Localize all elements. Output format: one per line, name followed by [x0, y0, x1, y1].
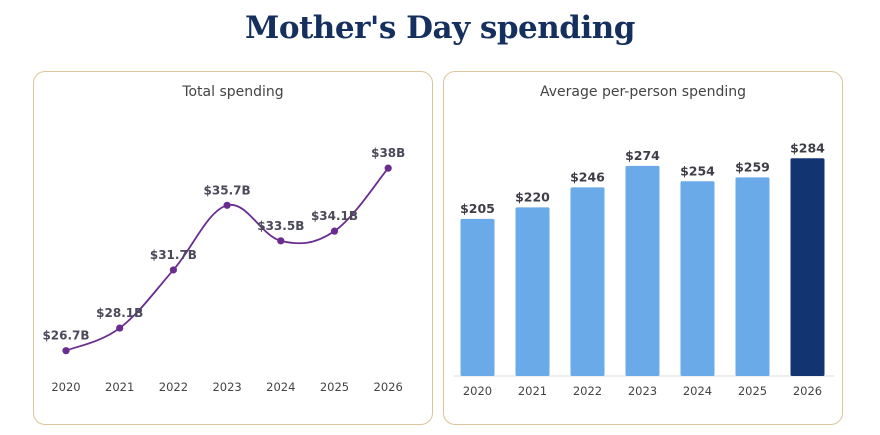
data-label-2022: $31.7B	[150, 248, 197, 262]
bar-label-2020: $205	[460, 201, 495, 216]
data-label-2026: $38B	[371, 146, 405, 160]
per-person-title: Average per-person spending	[540, 84, 746, 100]
x-tick-2023: 2023	[628, 384, 657, 398]
bar-label-2026: $284	[790, 140, 825, 155]
total-spending-panel: Total spending $26.7B 2020 $28.1B 2021 $31.7…	[33, 71, 433, 425]
bar-label-2023: $274	[625, 148, 660, 163]
x-tick-2025: 2025	[320, 380, 349, 394]
bar-2024	[680, 181, 715, 376]
total-spending-line-chart: $26.7B 2020 $28.1B 2021 $31.7B 2022 $35.7B 2023…	[42, 146, 405, 394]
x-tick-2023: 2023	[212, 380, 241, 394]
data-label-2020: $26.7B	[42, 329, 89, 343]
data-point-2025	[330, 227, 339, 235]
x-tick-2020: 2020	[463, 384, 492, 398]
x-tick-2026: 2026	[793, 384, 822, 398]
data-point-2022	[169, 266, 177, 274]
bar-label-2021: $220	[515, 189, 550, 204]
data-point-2023	[223, 201, 231, 209]
x-tick-2021: 2021	[518, 384, 547, 398]
x-tick-2020: 2020	[51, 380, 80, 394]
bar-2020	[460, 218, 495, 376]
bar-2025	[735, 177, 770, 376]
data-point-2020	[62, 347, 70, 355]
bar-label-2022: $246	[570, 169, 605, 184]
data-point-2026	[384, 164, 392, 172]
x-tick-2021: 2021	[105, 380, 134, 394]
data-label-2023: $35.7B	[204, 183, 251, 197]
x-tick-2026: 2026	[374, 380, 403, 394]
per-person-bar-chart: $205 2020 $220 2021 $246 2022 $274 2023 $254 2024…	[454, 140, 834, 398]
x-tick-2024: 2024	[683, 384, 712, 398]
data-point-2024	[277, 237, 285, 245]
bar-2022	[570, 187, 605, 376]
bar-2026	[790, 158, 825, 376]
per-person-panel: Average per-person spending $205 2020 $220…	[443, 71, 843, 425]
bar-2023	[625, 165, 660, 376]
x-tick-2022: 2022	[159, 380, 188, 394]
data-label-2021: $28.1B	[96, 306, 143, 320]
data-point-2021	[116, 324, 124, 332]
page-title: Mother's Day spending	[245, 10, 635, 46]
bar-label-2024: $254	[680, 163, 715, 178]
bar-label-2025: $259	[735, 159, 770, 174]
x-tick-2022: 2022	[573, 384, 602, 398]
x-tick-2025: 2025	[738, 384, 767, 398]
data-label-2024: $33.5B	[257, 219, 304, 233]
x-tick-2024: 2024	[266, 380, 295, 394]
bar-2021	[515, 207, 550, 376]
total-spending-title: Total spending	[182, 84, 284, 100]
data-label-2025: $34.1B	[311, 209, 358, 223]
